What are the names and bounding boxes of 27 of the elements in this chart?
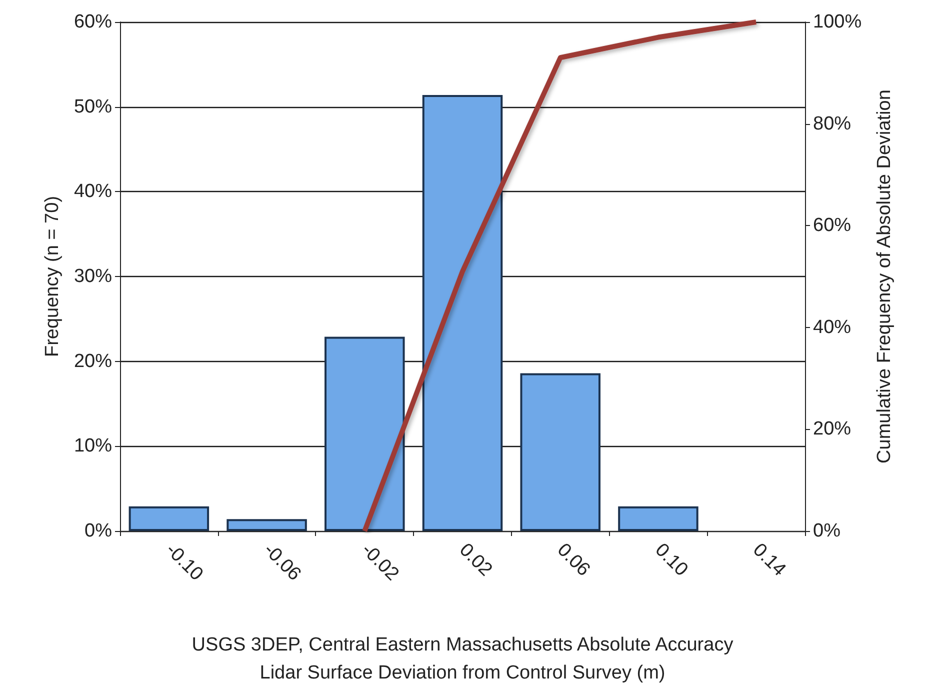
- y-tick-label: 20%: [74, 350, 112, 372]
- bar: [226, 519, 307, 531]
- bar: [128, 506, 210, 531]
- bar: [324, 336, 405, 531]
- y2-tick-label: 0%: [813, 520, 841, 542]
- y2-axis-title: Cumulative Frequency of Absolute Deviation: [874, 90, 895, 464]
- bar: [422, 94, 503, 531]
- y-tick-label: 50%: [74, 96, 112, 118]
- y2-tick-label: 100%: [813, 12, 862, 32]
- y-axis-title: Frequency (n = 70): [42, 196, 63, 358]
- x-tick-label: 0.06: [552, 540, 594, 581]
- x-tick-label: 0.10: [650, 540, 692, 581]
- y-tick-label: 30%: [74, 266, 112, 287]
- y2-tick-label: 40%: [813, 316, 852, 338]
- bar: [618, 506, 698, 531]
- x-tick-label: 0.14: [748, 540, 790, 581]
- y2-tick-label: 60%: [813, 215, 852, 236]
- y-tick-label: 60%: [74, 12, 112, 32]
- x-axis-title: USGS 3DEP, Central Eastern Massachusetts Absolute Accuracy Lidar Surface Deviation from Control Survey (m): [192, 634, 734, 684]
- y-tick-label: 10%: [74, 436, 112, 457]
- y2-tick-label: 20%: [813, 418, 852, 440]
- y-tick-label: 0%: [84, 520, 112, 542]
- y-tick-label: 40%: [74, 181, 112, 202]
- x-tick-label: -0.10: [162, 540, 207, 586]
- x-tick-label: -0.06: [259, 540, 305, 586]
- y2-tick-label: 80%: [813, 113, 852, 134]
- bar: [520, 373, 600, 531]
